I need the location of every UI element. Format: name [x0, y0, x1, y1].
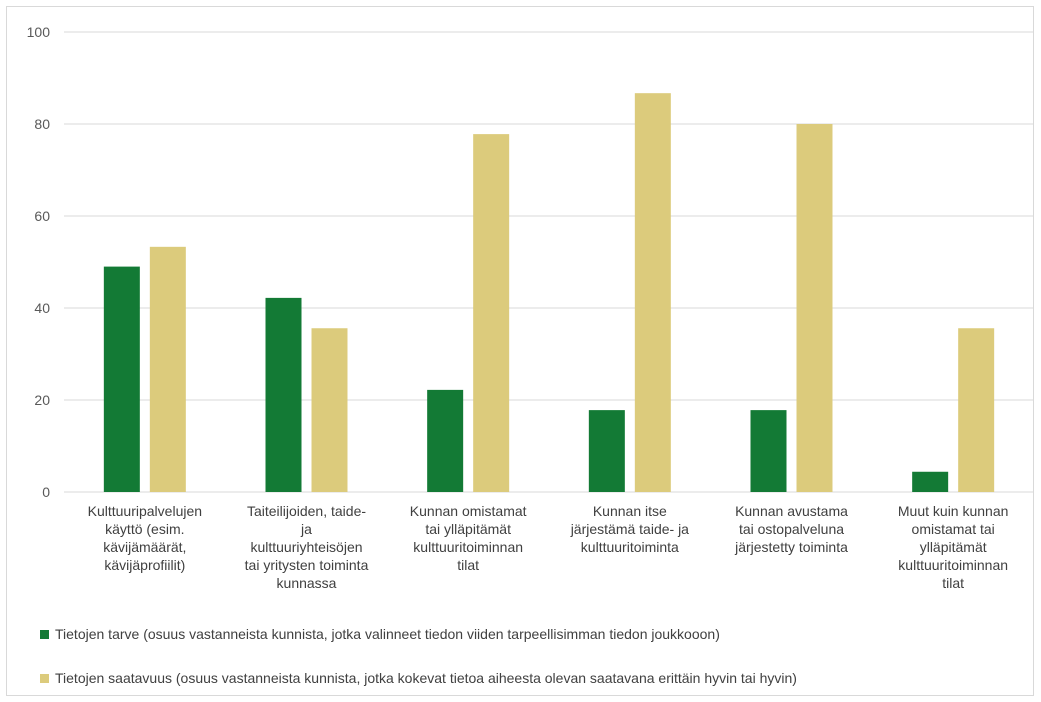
bar-series1-category1: [103, 266, 140, 492]
x-category-label: Kulttuuripalvelujen käyttö (esim. kävijämä…: [88, 503, 202, 573]
legend-item-need: Tietojen tarve (osuus vastanneista kunni…: [40, 626, 720, 642]
y-tick-label: 40: [34, 300, 50, 316]
bar-series2-category4: [634, 93, 671, 493]
bar-series1-category3: [427, 389, 464, 492]
y-tick-label: 80: [34, 116, 50, 132]
bar-series2-category6: [958, 328, 995, 492]
x-category-label: Kunnan avustama tai ostopalveluna järjeste…: [734, 503, 848, 555]
legend-swatch-need: [40, 629, 49, 639]
chart-frame: [6, 6, 1034, 696]
bar-series1-category5: [750, 410, 787, 492]
y-tick-label: 60: [34, 208, 50, 224]
x-category-label: Muut kuin kunnan omistamat tai ylläpitämät…: [898, 503, 1009, 591]
bar-series1-category4: [588, 410, 625, 492]
legend-label-need: Tietojen tarve (osuus vastanneista kunni…: [55, 626, 720, 642]
y-tick-label: 20: [34, 392, 50, 408]
legend-label-availability: Tietojen saatavuus (osuus vastanneista k…: [55, 670, 797, 686]
legend-swatch-availability: [40, 673, 49, 683]
bar-series1-category2: [265, 297, 302, 492]
y-tick-label: 100: [27, 24, 51, 40]
legend-item-availability: Tietojen saatavuus (osuus vastanneista k…: [40, 670, 797, 686]
bar-series2-category3: [473, 134, 510, 492]
x-category-label: Kunnan itse järjestämä taide- ja kulttuuri…: [570, 503, 689, 555]
bar-series2-category1: [149, 246, 186, 492]
bar-series2-category2: [311, 328, 348, 492]
y-tick-label: 0: [42, 484, 50, 500]
bar-series2-category5: [796, 124, 833, 492]
x-category-label: Taiteilijoiden, taide-ja kulttuuriyhteisö…: [245, 503, 369, 591]
bar-series1-category6: [912, 471, 949, 492]
x-category-label: Kunnan omistamat tai ylläpitämät kulttuuri…: [410, 503, 527, 573]
